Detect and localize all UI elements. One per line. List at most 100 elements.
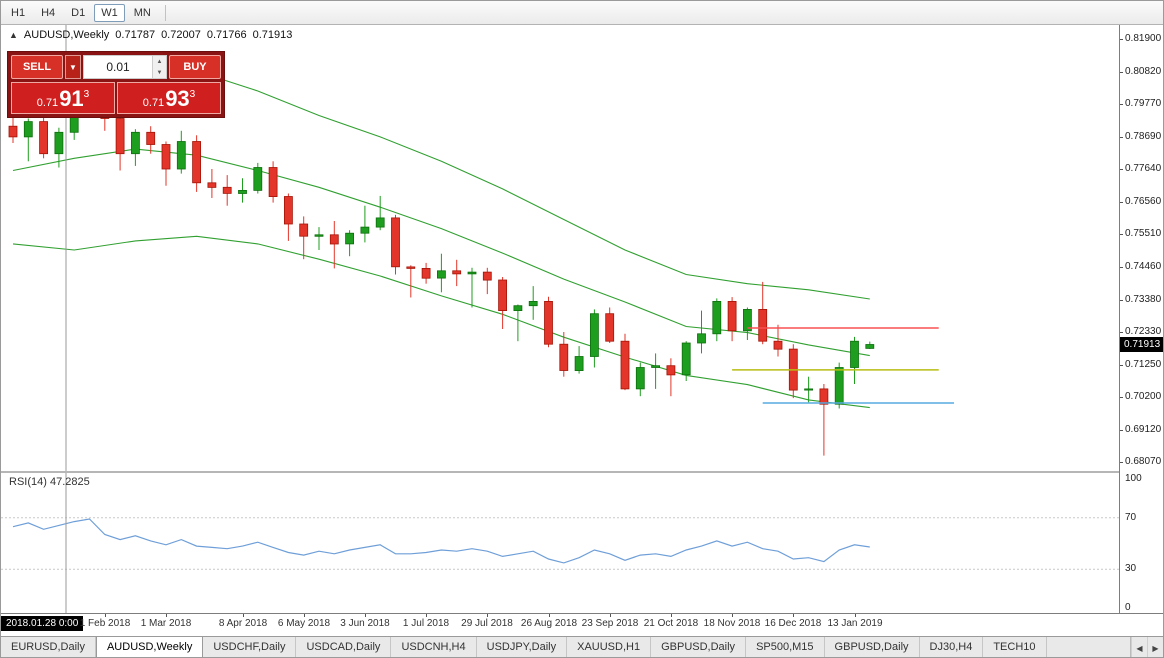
price-scale-tick xyxy=(1120,365,1123,366)
panel-splitter[interactable] xyxy=(1,471,1163,473)
rsi-scale-label: 0 xyxy=(1125,602,1131,613)
candle-39 xyxy=(605,313,615,342)
price-scale-label: 0.74460 xyxy=(1125,261,1162,272)
candle-52 xyxy=(804,388,813,391)
date-label: 16 Dec 2018 xyxy=(764,618,822,629)
candle-1 xyxy=(23,121,33,138)
rsi-indicator-panel[interactable] xyxy=(1,473,1119,613)
date-tick xyxy=(855,614,856,617)
tab-scroll-right-button[interactable]: ▶ xyxy=(1147,637,1163,657)
chart-tab-gbpusd-daily[interactable]: GBPUSD,Daily xyxy=(651,637,747,657)
rsi-scale-label: 30 xyxy=(1125,563,1137,574)
price-scale-label: 0.72330 xyxy=(1125,326,1162,337)
date-label: 29 Jul 2018 xyxy=(461,618,513,629)
chart-tab-usdcnh-h4[interactable]: USDCNH,H4 xyxy=(391,637,477,657)
chart-tab-gbpusd-daily[interactable]: GBPUSD,Daily xyxy=(824,637,920,657)
buy-price-prefix: 0.71 xyxy=(142,97,165,109)
date-tick xyxy=(549,614,550,617)
buy-button[interactable]: BUY xyxy=(169,55,221,79)
candle-16 xyxy=(253,167,263,191)
candle-9 xyxy=(146,131,156,145)
one-click-panel-toggle-icon[interactable]: ▲ xyxy=(9,30,18,40)
price-scale-tick xyxy=(1120,332,1123,333)
candlestick-chart[interactable] xyxy=(1,25,1119,471)
timeframe-button-h4[interactable]: H4 xyxy=(41,6,56,19)
candle-29 xyxy=(452,270,462,275)
date-tick xyxy=(793,614,794,617)
price-scale-tick xyxy=(1120,267,1123,268)
chart-tab-audusd-weekly[interactable]: AUDUSD,Weekly xyxy=(95,637,204,657)
date-tick xyxy=(671,614,672,617)
candle-10 xyxy=(161,144,171,170)
chart-tab-xauusd-h1[interactable]: XAUUSD,H1 xyxy=(567,637,652,657)
timeframe-button-h1[interactable]: H1 xyxy=(11,6,26,19)
candle-31 xyxy=(482,271,492,281)
ohlc-open: 0.71787 xyxy=(115,29,156,41)
candle-8 xyxy=(130,131,140,155)
candle-14 xyxy=(222,186,232,194)
chart-tab-tech10[interactable]: TECH10 xyxy=(983,637,1047,657)
candle-23 xyxy=(360,226,370,234)
price-scale-label: 0.79770 xyxy=(1125,98,1162,109)
chart-tab-eurusd-daily[interactable]: EURUSD,Daily xyxy=(1,637,96,657)
date-tick xyxy=(426,614,427,617)
candle-12 xyxy=(192,141,202,184)
timeframe-button-mn[interactable]: MN xyxy=(133,6,151,19)
price-scale-tick xyxy=(1120,397,1123,398)
chart-tab-dj30-h4[interactable]: DJ30,H4 xyxy=(919,637,984,657)
buy-price-sup: 3 xyxy=(189,89,196,100)
buy-price-main: 93 xyxy=(165,86,190,111)
candle-17 xyxy=(268,167,278,198)
date-tick xyxy=(105,614,106,617)
chart-tab-sp500-m15[interactable]: SP500,M15 xyxy=(746,637,825,657)
ohlc-low: 0.71766 xyxy=(206,29,247,41)
date-tick xyxy=(304,614,305,617)
sell-button[interactable]: SELL xyxy=(11,55,63,79)
rsi-scale-label: 100 xyxy=(1125,473,1142,484)
ohlc-high: 0.72007 xyxy=(161,29,201,41)
candle-47 xyxy=(727,300,737,332)
price-scale-tick xyxy=(1120,202,1123,203)
candle-0 xyxy=(8,125,18,138)
timeframe-toolbar: H1 H4 D1 W1 MN xyxy=(1,1,1163,25)
price-scale[interactable]: 0.81900 0.80820 0.79770 0.78690 0.77640 0.765… xyxy=(1119,25,1163,613)
chart-tab-usdcad-daily[interactable]: USDCAD,Daily xyxy=(296,637,392,657)
lot-dropdown-button[interactable]: ▼ xyxy=(65,55,81,79)
tab-scroll-left-button[interactable]: ◀ xyxy=(1131,637,1147,657)
candle-56 xyxy=(865,344,875,349)
chart-tab-bar: EURUSD,Daily AUDUSD,Weekly USDCHF,Daily USD… xyxy=(1,636,1163,657)
date-label: 23 Sep 2018 xyxy=(581,618,639,629)
lot-size-input[interactable] xyxy=(84,56,152,78)
candle-33 xyxy=(513,305,523,312)
candle-7 xyxy=(115,118,125,155)
date-label: 21 Oct 2018 xyxy=(643,618,699,629)
candle-55 xyxy=(850,340,859,368)
sell-price-display: 0.71 91 3 xyxy=(11,82,115,114)
bollinger-lower-band xyxy=(12,235,870,409)
candle-43 xyxy=(666,365,676,376)
date-tick xyxy=(732,614,733,617)
chart-plot-area[interactable] xyxy=(1,25,1119,471)
vline-date-badge: 2018.01.28 0:00 xyxy=(1,616,84,631)
candle-50 xyxy=(773,340,783,350)
candle-54 xyxy=(834,367,844,405)
date-tick xyxy=(610,614,611,617)
date-tick xyxy=(166,614,167,617)
candle-19 xyxy=(299,223,309,237)
timeframe-button-w1[interactable]: W1 xyxy=(94,3,125,22)
candle-46 xyxy=(712,300,722,335)
price-scale-label: 0.70200 xyxy=(1125,391,1162,402)
candle-44 xyxy=(681,342,691,376)
chart-header: ▲ AUDUSD,Weekly 0.71787 0.72007 0.71766 … xyxy=(9,29,292,41)
timeframe-button-d1[interactable]: D1 xyxy=(71,6,86,19)
lot-spin-up-icon[interactable]: ▲ xyxy=(153,56,166,67)
chart-tab-usdjpy-daily[interactable]: USDJPY,Daily xyxy=(476,637,568,657)
toolbar-separator xyxy=(164,4,166,21)
lot-spin-down-icon[interactable]: ▼ xyxy=(153,67,166,78)
candle-35 xyxy=(544,300,553,345)
chart-tab-usdchf-daily[interactable]: USDCHF,Daily xyxy=(203,637,297,657)
date-label: 13 Jan 2019 xyxy=(827,618,883,629)
sell-price-sup: 3 xyxy=(83,89,90,100)
candle-40 xyxy=(620,340,630,390)
